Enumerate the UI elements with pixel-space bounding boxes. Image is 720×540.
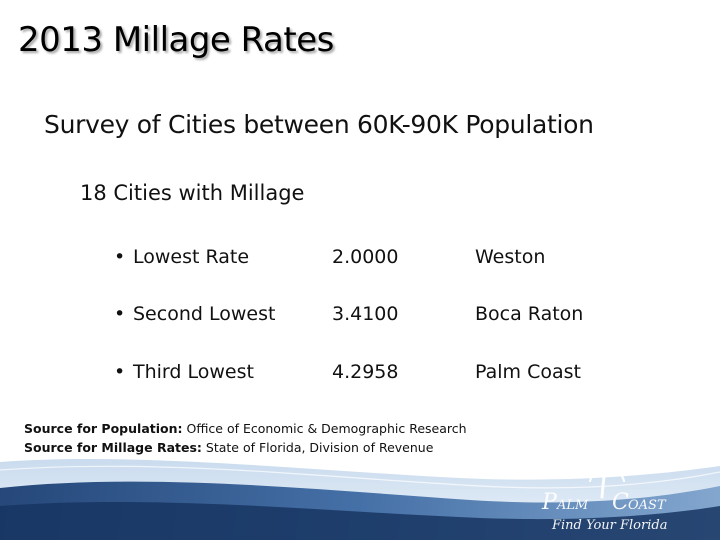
population-source-text: Office of Economic & Demographic Researc… <box>186 421 467 436</box>
svg-text:ALM: ALM <box>556 498 589 513</box>
millage-source: Source for Millage Rates: State of Flori… <box>24 438 467 457</box>
rate-row-third: • Third Lowest 4.2958 Palm Coast <box>114 361 614 391</box>
rate-value: 3.4100 <box>332 303 399 325</box>
palm-coast-logo: P ALM C OAST Find Your Florida <box>541 453 667 533</box>
svg-text:Find Your Florida: Find Your Florida <box>551 518 667 533</box>
palm-tree-icon <box>580 453 634 499</box>
rate-city: Weston <box>475 246 546 268</box>
rate-city: Boca Raton <box>475 303 584 325</box>
svg-text:P: P <box>541 490 558 515</box>
cities-count: 18 Cities with Millage <box>80 181 305 205</box>
svg-text:C: C <box>612 490 629 515</box>
population-source-label: Source for Population: <box>24 421 183 436</box>
svg-text:OAST: OAST <box>628 498 667 513</box>
population-source: Source for Population: Office of Economi… <box>24 419 467 438</box>
slide-title: 2013 Millage Rates <box>18 20 334 60</box>
slide-subtitle: Survey of Cities between 60K-90K Populat… <box>44 110 594 139</box>
rate-city: Palm Coast <box>475 361 581 383</box>
rate-label: Lowest Rate <box>133 246 250 268</box>
bullet-icon: • <box>114 361 126 383</box>
rate-label: Second Lowest <box>133 303 276 325</box>
millage-source-label: Source for Millage Rates: <box>24 440 202 455</box>
bullet-icon: • <box>114 246 126 268</box>
rate-label: Third Lowest <box>133 361 254 383</box>
rate-value: 2.0000 <box>332 246 399 268</box>
millage-source-text: State of Florida, Division of Revenue <box>205 440 434 455</box>
rate-row-second: • Second Lowest 3.4100 Boca Raton <box>114 303 614 333</box>
bullet-icon: • <box>114 303 126 325</box>
rate-row-lowest: • Lowest Rate 2.0000 Weston <box>114 246 614 276</box>
sources-note: Source for Population: Office of Economi… <box>24 419 467 457</box>
rate-value: 4.2958 <box>332 361 399 383</box>
